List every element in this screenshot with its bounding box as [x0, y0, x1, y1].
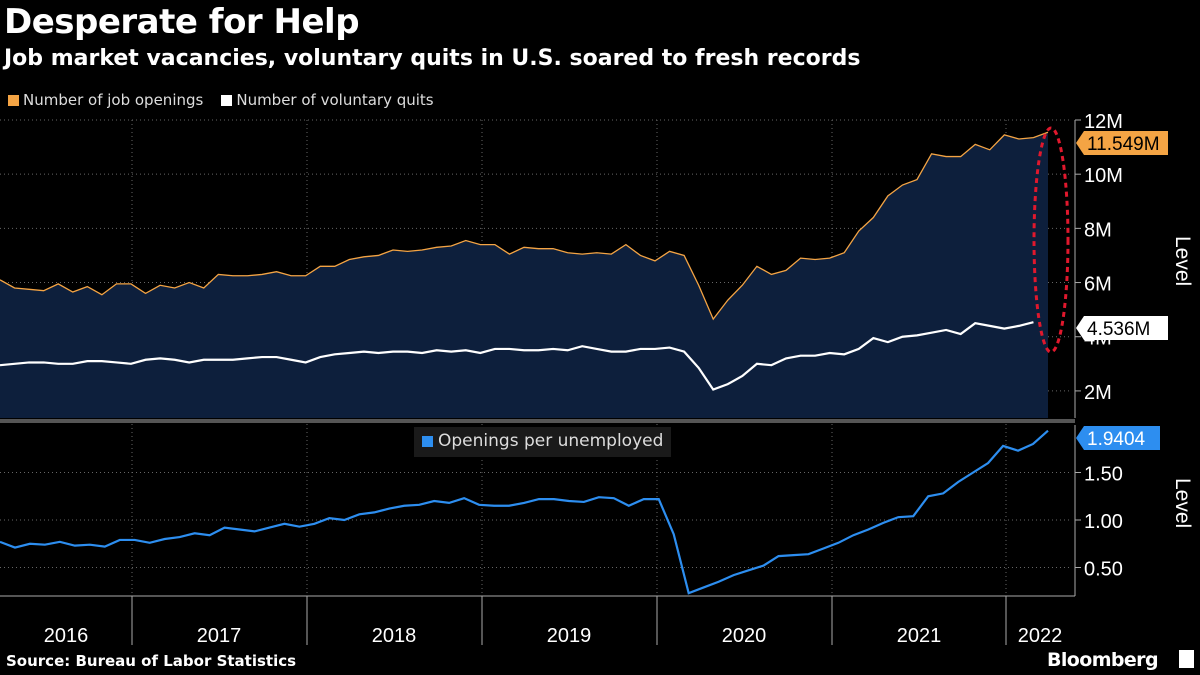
openings-value-tag-text: 11.549M — [1087, 134, 1160, 155]
bloomberg-logo: Bloomberg — [1047, 649, 1159, 671]
quits-value-tag-box — [1076, 316, 1168, 340]
panel-separator — [0, 419, 1075, 423]
x-tick-label-2022: 2022 — [1018, 625, 1063, 647]
openings-value-tag: 11.549M — [1076, 131, 1168, 155]
x-tick-label-2019: 2019 — [547, 625, 592, 647]
quits-value-tag: 4.536M — [1076, 316, 1168, 340]
top-y-tick-label-5: 12M — [1084, 111, 1123, 133]
x-tick-label-2018: 2018 — [372, 625, 417, 647]
openings-value-tag-box — [1076, 131, 1168, 155]
legend-label-ratio: Openings per unemployed — [438, 431, 664, 451]
openings-swatch — [8, 94, 19, 106]
legend-label-quits: Number of voluntary quits — [236, 91, 434, 109]
x-tick-label-2017: 2017 — [197, 625, 242, 647]
ratio-line — [0, 429, 1049, 595]
legend-item-openings: Number of job openings — [8, 91, 203, 109]
x-tick-label-2021: 2021 — [897, 625, 942, 647]
top-y-tick-label-2: 6M — [1084, 274, 1112, 296]
bottom-legend: Openings per unemployed — [414, 427, 672, 457]
legend-item-quits: Number of voluntary quits — [221, 91, 434, 109]
ratio-swatch — [422, 435, 433, 447]
bottom-y-tick-label-1: 1.00 — [1084, 511, 1123, 533]
legend-label-openings: Number of job openings — [23, 91, 204, 109]
quits-value-tag-text: 4.536M — [1087, 319, 1150, 340]
top-legend: Number of job openings Number of volunta… — [8, 91, 434, 109]
openings-line — [0, 131, 1049, 321]
bottom-y-tick-label-2: 1.50 — [1084, 464, 1123, 486]
x-tick-label-2016: 2016 — [44, 625, 89, 647]
top-y-tick-label-0: 2M — [1084, 382, 1112, 404]
top-y-tick-label-3: 8M — [1084, 219, 1112, 241]
bottom-y-axis-label: Level — [1171, 478, 1194, 528]
quits-swatch — [221, 94, 233, 106]
top-y-axis-label: Level — [1171, 236, 1194, 286]
highlight-ellipse — [1032, 126, 1070, 354]
bottom-y-tick-label-0: 0.50 — [1084, 559, 1123, 581]
top-y-tick-label-4: 10M — [1084, 165, 1123, 187]
ratio-value-tag-box — [1076, 426, 1160, 450]
ratio-value-tag-text: 1.9404 — [1087, 429, 1146, 450]
logo-box-icon — [1179, 650, 1194, 668]
chart-subtitle: Job market vacancies, voluntary quits in… — [4, 46, 861, 71]
source-note: Source: Bureau of Labor Statistics — [6, 652, 297, 670]
chart-title: Desperate for Help — [4, 2, 360, 42]
ratio-value-tag: 1.9404 — [1076, 426, 1160, 450]
openings-area — [0, 132, 1048, 418]
x-tick-label-2020: 2020 — [722, 625, 767, 647]
quits-line — [0, 321, 1034, 391]
